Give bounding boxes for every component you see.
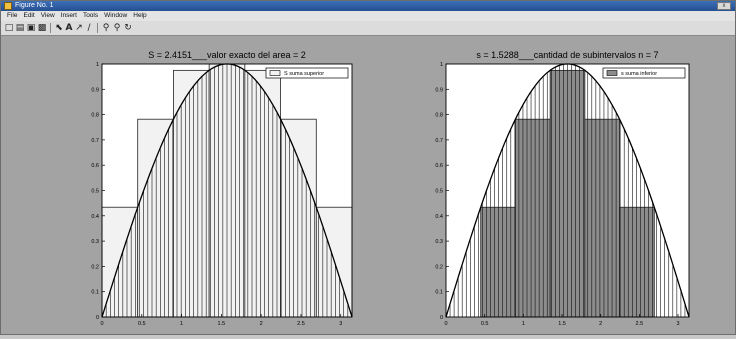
sum-bar bbox=[584, 118, 620, 318]
x-tick-label: 3 bbox=[677, 321, 680, 327]
text-tool-icon[interactable]: A bbox=[65, 23, 73, 33]
sum-bar bbox=[244, 69, 281, 318]
sum-bar bbox=[280, 118, 317, 318]
line-tool-icon[interactable]: ∕ bbox=[87, 23, 91, 33]
y-tick-label: 0.3 bbox=[91, 239, 99, 245]
y-tick-label: 0.4 bbox=[91, 214, 99, 220]
legend-swatch bbox=[269, 70, 281, 76]
y-tick-label: 0.7 bbox=[91, 138, 99, 144]
sum-bar bbox=[619, 206, 655, 318]
x-tick-label: 0 bbox=[444, 321, 447, 327]
y-tick-label: 0.8 bbox=[91, 113, 99, 119]
menu-bar: File Edit View Insert Tools Window Help bbox=[1, 11, 735, 21]
legend-label: s suma inferior bbox=[621, 71, 657, 77]
close-button[interactable]: x bbox=[717, 2, 731, 10]
y-tick-label: 0.7 bbox=[435, 138, 443, 144]
y-tick-label: 1 bbox=[440, 62, 443, 68]
plot-title: S = 2.4151___valor exacto del area = 2 bbox=[148, 50, 306, 60]
y-tick-label: 0.2 bbox=[435, 264, 443, 270]
x-tick-label: 1.5 bbox=[558, 321, 566, 327]
y-tick-label: 0.5 bbox=[435, 189, 443, 195]
menu-file[interactable]: File bbox=[7, 12, 18, 19]
y-tick-label: 0.2 bbox=[91, 264, 99, 270]
toolbar-separator bbox=[50, 23, 51, 33]
rotate-icon[interactable]: ↻ bbox=[124, 23, 132, 33]
arrow-tool-icon[interactable]: ↗ bbox=[75, 23, 83, 33]
x-tick-label: 0.5 bbox=[481, 321, 489, 327]
y-tick-label: 0.1 bbox=[435, 290, 443, 296]
x-tick-label: 1 bbox=[180, 321, 183, 327]
figure-plots: 0 0.1 0.2 0.3 0.4 0.5 0.6 0.7 0.8 0.9 1 0 0.5 1 1.5 2 2.… bbox=[91, 50, 690, 327]
legend-box bbox=[265, 67, 349, 79]
y-tick-label: 0.9 bbox=[435, 87, 443, 93]
x-tick-label: 2.5 bbox=[297, 321, 305, 327]
select-arrow-icon[interactable]: ⬉ bbox=[55, 23, 63, 33]
save-icon[interactable]: ▣ bbox=[26, 23, 36, 33]
x-tick-label: 2 bbox=[599, 321, 602, 327]
y-tick-label: 0.4 bbox=[435, 214, 443, 220]
x-tick-label: 0.5 bbox=[138, 321, 146, 327]
plot-1: 0 0.1 0.2 0.3 0.4 0.5 0.6 0.7 0.8 0.9 1 0 0.5 1 1.5 2 2.… bbox=[91, 50, 353, 327]
x-tick-label: 2 bbox=[260, 321, 263, 327]
figure-app-icon bbox=[4, 2, 12, 10]
sum-bar bbox=[480, 206, 516, 318]
x-tick-label: 0 bbox=[100, 321, 103, 327]
sum-bar bbox=[515, 118, 551, 318]
menu-window[interactable]: Window bbox=[104, 12, 128, 19]
y-tick-label: 0 bbox=[440, 315, 443, 321]
window-title: Figure No. 1 bbox=[15, 2, 54, 9]
x-tick-label: 3 bbox=[339, 321, 342, 327]
y-tick-label: 0.6 bbox=[91, 163, 99, 169]
y-tick-label: 0.5 bbox=[91, 189, 99, 195]
zoom-in-icon[interactable]: ⚲ bbox=[102, 23, 110, 33]
toolbar-separator bbox=[97, 23, 98, 33]
print-icon[interactable]: ▩ bbox=[37, 23, 47, 33]
figure-canvas: 0 0.1 0.2 0.3 0.4 0.5 0.6 0.7 0.8 0.9 1 0 0.5 1 1.5 2 2.… bbox=[1, 36, 735, 334]
menu-help[interactable]: Help bbox=[133, 12, 147, 19]
menu-view[interactable]: View bbox=[40, 12, 55, 19]
y-tick-label: 0.3 bbox=[435, 239, 443, 245]
new-file-icon[interactable]: □ bbox=[4, 23, 14, 33]
plot-2: 0 0.1 0.2 0.3 0.4 0.5 0.6 0.7 0.8 0.9 1 0 0.5 1 1.5 2 2.… bbox=[435, 50, 690, 327]
y-tick-label: 1 bbox=[96, 62, 99, 68]
menu-edit[interactable]: Edit bbox=[23, 12, 35, 19]
legend-swatch bbox=[606, 70, 618, 76]
menu-tools[interactable]: Tools bbox=[82, 12, 99, 19]
y-tick-label: 0.1 bbox=[91, 290, 99, 296]
title-bar: Figure No. 1 x bbox=[1, 1, 735, 11]
open-folder-icon[interactable]: ▤ bbox=[15, 23, 25, 33]
menu-insert[interactable]: Insert bbox=[60, 12, 77, 19]
y-tick-label: 0.9 bbox=[91, 87, 99, 93]
zoom-out-icon[interactable]: ⚲ bbox=[113, 23, 121, 33]
x-tick-label: 1 bbox=[522, 321, 525, 327]
y-tick-label: 0.8 bbox=[435, 113, 443, 119]
toolbar: □ ▤ ▣ ▩ ⬉ A ↗ ∕ ⚲ ⚲ ↻ bbox=[1, 21, 735, 36]
y-tick-label: 0 bbox=[96, 315, 99, 321]
sum-bar bbox=[137, 118, 174, 318]
legend-box bbox=[602, 67, 686, 79]
sum-bar bbox=[173, 69, 210, 318]
legend-label: S suma superior bbox=[284, 71, 324, 77]
y-tick-label: 0.6 bbox=[435, 163, 443, 169]
plot-title: s = 1.5288___cantidad de subintervalos n… bbox=[476, 50, 658, 60]
x-tick-label: 1.5 bbox=[218, 321, 226, 327]
x-tick-label: 2.5 bbox=[636, 321, 644, 327]
